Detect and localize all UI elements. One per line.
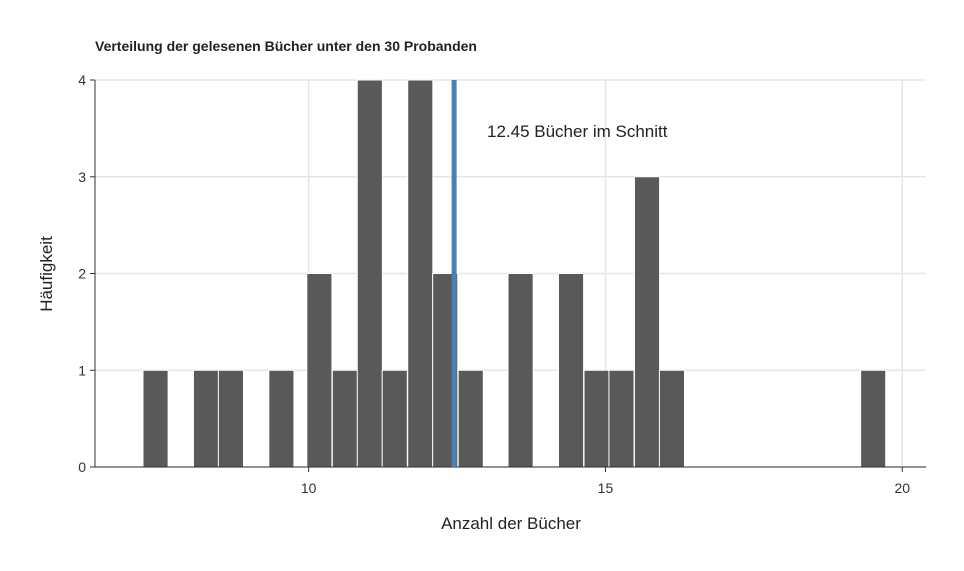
histogram-bar <box>608 369 635 468</box>
histogram-bar <box>331 369 358 468</box>
chart-title: Verteilung der gelesenen Bücher unter de… <box>95 38 477 54</box>
histogram-bar <box>268 369 295 468</box>
y-tick-label: 3 <box>78 169 86 185</box>
histogram-bar <box>381 369 408 468</box>
x-tick-label: 10 <box>301 480 317 496</box>
x-axis-label: Anzahl der Bücher <box>441 514 581 533</box>
y-axis-label: Häufigkeit <box>37 236 56 312</box>
x-tick-label: 15 <box>598 480 614 496</box>
histogram-bar <box>658 369 686 468</box>
mean-annotation: 12.45 Bücher im Schnitt <box>487 122 668 141</box>
tick-labels-group: 0 1 2 3 4 10 15 20 <box>78 72 910 496</box>
y-tick-label: 0 <box>78 459 86 475</box>
histogram-bar <box>192 369 220 468</box>
y-tick-label: 1 <box>78 362 86 378</box>
y-tick-label: 4 <box>78 72 86 88</box>
histogram-bar <box>860 369 887 468</box>
y-tick-label: 2 <box>78 266 86 282</box>
bars-group <box>142 79 887 468</box>
histogram-bar <box>557 273 585 468</box>
histogram-bar <box>306 273 333 468</box>
histogram-bar <box>217 369 244 468</box>
x-tick-label: 20 <box>894 480 910 496</box>
histogram-bar <box>407 79 434 468</box>
histogram-bar <box>583 369 610 468</box>
histogram-bar <box>356 79 383 468</box>
histogram-bar <box>633 176 661 468</box>
histogram-bar <box>457 369 484 468</box>
histogram-bar <box>507 273 534 468</box>
histogram-bar <box>142 369 169 468</box>
